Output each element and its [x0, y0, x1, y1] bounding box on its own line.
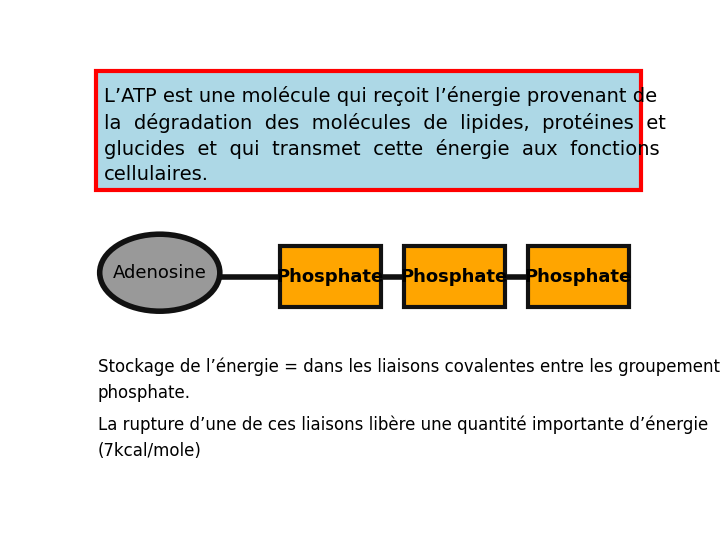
Text: cellulaires.: cellulaires. [104, 165, 209, 184]
Text: La rupture d’une de ces liaisons libère une quantité importante d’énergie
(7kcal: La rupture d’une de ces liaisons libère … [98, 415, 708, 460]
Text: L’ATP est une molécule qui reçoit l’énergie provenant de: L’ATP est une molécule qui reçoit l’éner… [104, 86, 657, 106]
FancyBboxPatch shape [528, 246, 629, 307]
FancyBboxPatch shape [280, 246, 381, 307]
Ellipse shape [99, 234, 220, 311]
Text: glucides  et  qui  transmet  cette  énergie  aux  fonctions: glucides et qui transmet cette énergie a… [104, 139, 660, 159]
Text: la  dégradation  des  molécules  de  lipides,  protéines  et: la dégradation des molécules de lipides,… [104, 112, 666, 132]
FancyBboxPatch shape [404, 246, 505, 307]
Text: Adenosine: Adenosine [113, 264, 207, 282]
Text: Phosphate: Phosphate [276, 267, 384, 286]
Text: Stockage de l’énergie = dans les liaisons covalentes entre les groupements
phosp: Stockage de l’énergie = dans les liaison… [98, 357, 720, 402]
Text: Phosphate: Phosphate [400, 267, 508, 286]
Text: Phosphate: Phosphate [525, 267, 632, 286]
FancyBboxPatch shape [96, 71, 641, 190]
